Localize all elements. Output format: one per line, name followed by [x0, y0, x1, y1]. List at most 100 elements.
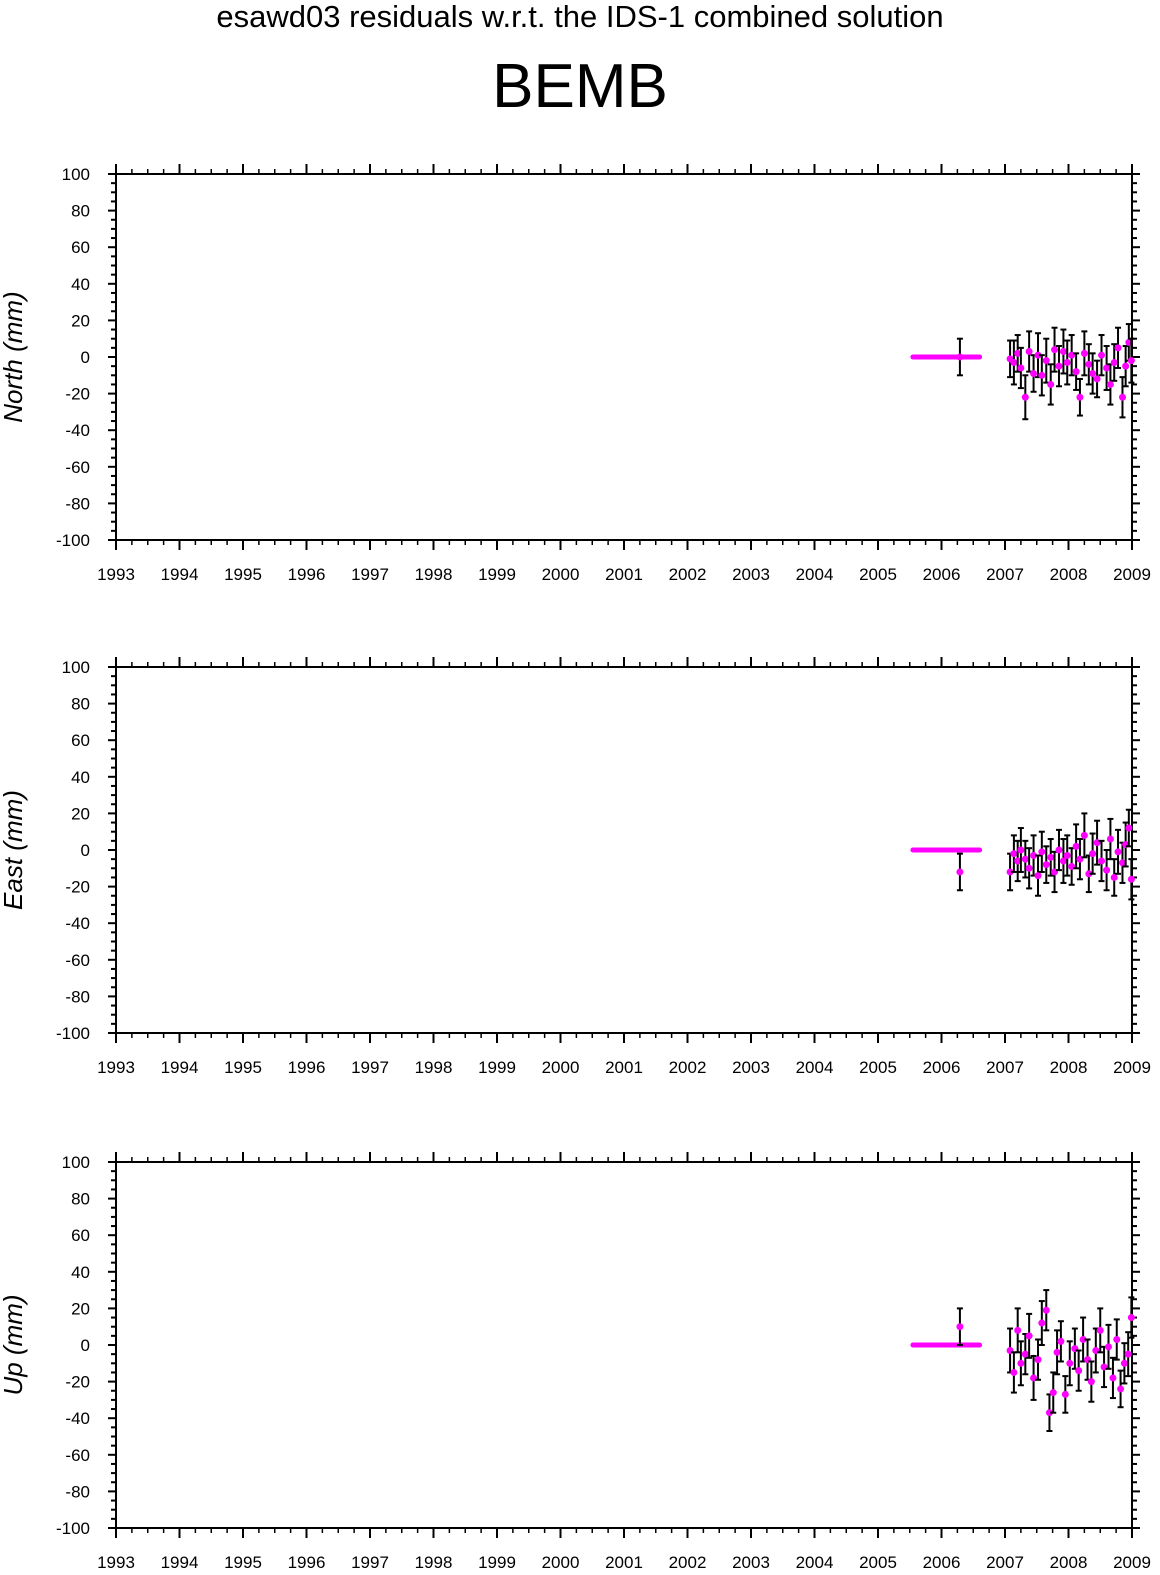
data-point [1085, 360, 1093, 368]
data-point [1047, 853, 1055, 861]
x-tick-label: 1995 [224, 1553, 262, 1572]
data-point [1051, 346, 1059, 354]
data-point [1014, 857, 1022, 865]
y-tick-label: -20 [65, 1373, 90, 1392]
x-tick-label: 2008 [1050, 565, 1088, 584]
data-point [1042, 1306, 1050, 1314]
x-tick-label: 2001 [605, 1058, 643, 1077]
data-point [1127, 357, 1135, 365]
data-point [1103, 364, 1111, 372]
data-point [1014, 349, 1022, 357]
data-point [1038, 848, 1046, 856]
data-point [1021, 393, 1029, 401]
x-tick-label: 2000 [542, 1058, 580, 1077]
y-tick-label: 80 [71, 202, 90, 221]
data-point [1120, 1359, 1128, 1367]
x-tick-label: 1996 [288, 1553, 326, 1572]
x-tick-label: 2007 [986, 565, 1024, 584]
x-tick-label: 2006 [923, 565, 961, 584]
x-tick-label: 2005 [859, 1553, 897, 1572]
x-tick-label: 1998 [415, 1553, 453, 1572]
data-point [1030, 369, 1038, 377]
data-point [1025, 348, 1033, 356]
x-tick-label: 2008 [1050, 1058, 1088, 1077]
data-point [1093, 375, 1101, 383]
x-tick-label: 2003 [732, 1058, 770, 1077]
data-point [1053, 1348, 1061, 1356]
y-tick-label: -80 [65, 987, 90, 1006]
data-point [1057, 1337, 1065, 1345]
data-point [1010, 850, 1018, 858]
x-tick-label: 2009 [1113, 1058, 1151, 1077]
x-tick-label: 2009 [1113, 565, 1151, 584]
data-point [1125, 824, 1133, 832]
data-point [1017, 1359, 1025, 1367]
data-point [1079, 1336, 1087, 1344]
y-tick-label: 0 [81, 348, 90, 367]
data-point [1098, 857, 1106, 865]
y-tick-label: 20 [71, 1299, 90, 1318]
data-point [1063, 358, 1071, 366]
x-tick-label: 2002 [669, 1058, 707, 1077]
y-tick-label: 0 [81, 1336, 90, 1355]
plot-panel-2: 100 80 60 40 20 0 -20 -40 -60 -80 -100 1993 1994 1995… [0, 657, 1151, 1077]
data-point [1030, 851, 1038, 859]
y-tick-label: -40 [65, 914, 90, 933]
y-tick-label: -80 [65, 494, 90, 513]
data-point [956, 1323, 964, 1331]
x-tick-label: 2005 [859, 565, 897, 584]
data-point [1106, 380, 1114, 388]
data-point [1109, 1374, 1117, 1382]
data-point [1106, 835, 1114, 843]
data-point [1061, 1390, 1069, 1398]
x-tick-label: 2007 [986, 1553, 1024, 1572]
data-point [1117, 1385, 1125, 1393]
data-point [1055, 846, 1063, 854]
data-point [1118, 393, 1126, 401]
data-point [1114, 848, 1122, 856]
data-point [1089, 850, 1097, 858]
y-tick-label: -60 [65, 458, 90, 477]
x-tick-label: 1998 [415, 565, 453, 584]
x-tick-label: 1995 [224, 565, 262, 584]
data-point [1055, 362, 1063, 370]
x-tick-label: 1999 [478, 565, 516, 584]
x-tick-label: 1996 [288, 1058, 326, 1077]
x-tick-label: 2008 [1050, 1553, 1088, 1572]
x-tick-label: 2006 [923, 1058, 961, 1077]
x-tick-label: 2003 [732, 1553, 770, 1572]
x-tick-label: 2004 [796, 1058, 834, 1077]
data-point [1021, 855, 1029, 863]
x-tick-label: 2000 [542, 1553, 580, 1572]
x-tick-label: 1995 [224, 1058, 262, 1077]
x-tick-label: 2002 [669, 565, 707, 584]
y-tick-label: 40 [71, 275, 90, 294]
data-point [1098, 351, 1106, 359]
data-point [1045, 1409, 1053, 1417]
y-tick-label: 60 [71, 1226, 90, 1245]
data-point [1017, 364, 1025, 372]
data-point [1066, 1359, 1074, 1367]
x-tick-label: 1997 [351, 1058, 389, 1077]
data-point [1087, 1378, 1095, 1386]
data-point [1047, 380, 1055, 388]
y-tick-label: 60 [71, 238, 90, 257]
x-tick-label: 1994 [161, 1058, 199, 1077]
data-point [1034, 1356, 1042, 1364]
x-tick-label: 2001 [605, 565, 643, 584]
y-tick-label: -60 [65, 1446, 90, 1465]
data-point [956, 868, 964, 876]
y-tick-label: 100 [62, 165, 90, 184]
y-tick-label: -40 [65, 421, 90, 440]
data-point [1063, 851, 1071, 859]
x-tick-label: 2006 [923, 1553, 961, 1572]
data-point [1118, 859, 1126, 867]
data-point [1025, 1332, 1033, 1340]
residual-points-series [956, 1289, 1135, 1433]
x-tick-label: 2001 [605, 1553, 643, 1572]
data-point [1080, 831, 1088, 839]
y-tick-label: -20 [65, 385, 90, 404]
data-point [1124, 1350, 1132, 1358]
data-point [1038, 371, 1046, 379]
